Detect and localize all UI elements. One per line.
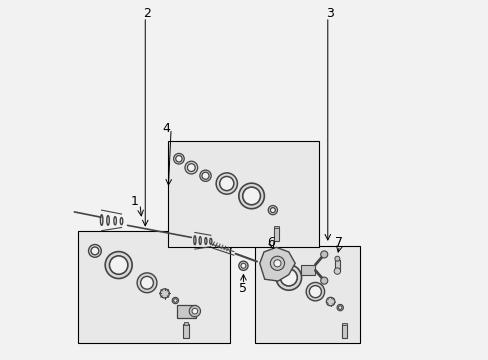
Circle shape <box>305 283 324 301</box>
Circle shape <box>262 260 273 271</box>
Circle shape <box>320 251 327 258</box>
Circle shape <box>336 305 343 311</box>
Circle shape <box>241 263 245 268</box>
Circle shape <box>280 269 297 286</box>
Circle shape <box>105 252 132 279</box>
Circle shape <box>325 297 334 306</box>
Text: 5: 5 <box>239 282 247 294</box>
Circle shape <box>160 289 169 298</box>
Circle shape <box>91 247 99 255</box>
Circle shape <box>333 268 340 274</box>
Circle shape <box>173 153 184 164</box>
Circle shape <box>173 299 177 302</box>
Text: 2: 2 <box>143 7 151 20</box>
Bar <box>273 227 279 241</box>
Bar <box>168 141 318 247</box>
Circle shape <box>238 261 247 270</box>
Circle shape <box>334 256 339 261</box>
Circle shape <box>270 256 284 270</box>
Circle shape <box>172 297 178 304</box>
Circle shape <box>187 164 195 171</box>
Circle shape <box>175 156 182 162</box>
Polygon shape <box>259 247 295 281</box>
Bar <box>255 246 359 343</box>
Circle shape <box>189 306 200 317</box>
Bar <box>183 323 188 325</box>
Text: 6: 6 <box>266 235 274 248</box>
Bar <box>78 231 230 343</box>
Circle shape <box>276 265 301 290</box>
Circle shape <box>338 306 341 309</box>
Circle shape <box>88 244 101 257</box>
Circle shape <box>268 206 277 215</box>
Text: 4: 4 <box>162 122 170 135</box>
Circle shape <box>273 260 281 267</box>
Circle shape <box>202 172 209 179</box>
Bar <box>183 324 188 338</box>
Circle shape <box>219 176 233 191</box>
Circle shape <box>270 208 275 213</box>
Circle shape <box>264 262 270 268</box>
Circle shape <box>141 276 153 289</box>
Bar <box>274 226 278 228</box>
Circle shape <box>309 285 321 298</box>
Circle shape <box>192 308 197 314</box>
Circle shape <box>109 256 128 274</box>
Circle shape <box>200 170 211 181</box>
Bar <box>177 305 195 318</box>
Text: 3: 3 <box>325 7 333 20</box>
Circle shape <box>216 173 237 194</box>
Circle shape <box>238 183 264 209</box>
Bar <box>342 323 346 325</box>
Text: 7: 7 <box>335 235 343 248</box>
Bar <box>341 324 346 338</box>
Circle shape <box>320 277 327 284</box>
Circle shape <box>184 161 197 174</box>
Text: 1: 1 <box>130 195 138 208</box>
Circle shape <box>242 187 260 205</box>
Circle shape <box>137 273 157 293</box>
Bar <box>334 260 339 271</box>
Bar <box>301 265 315 275</box>
